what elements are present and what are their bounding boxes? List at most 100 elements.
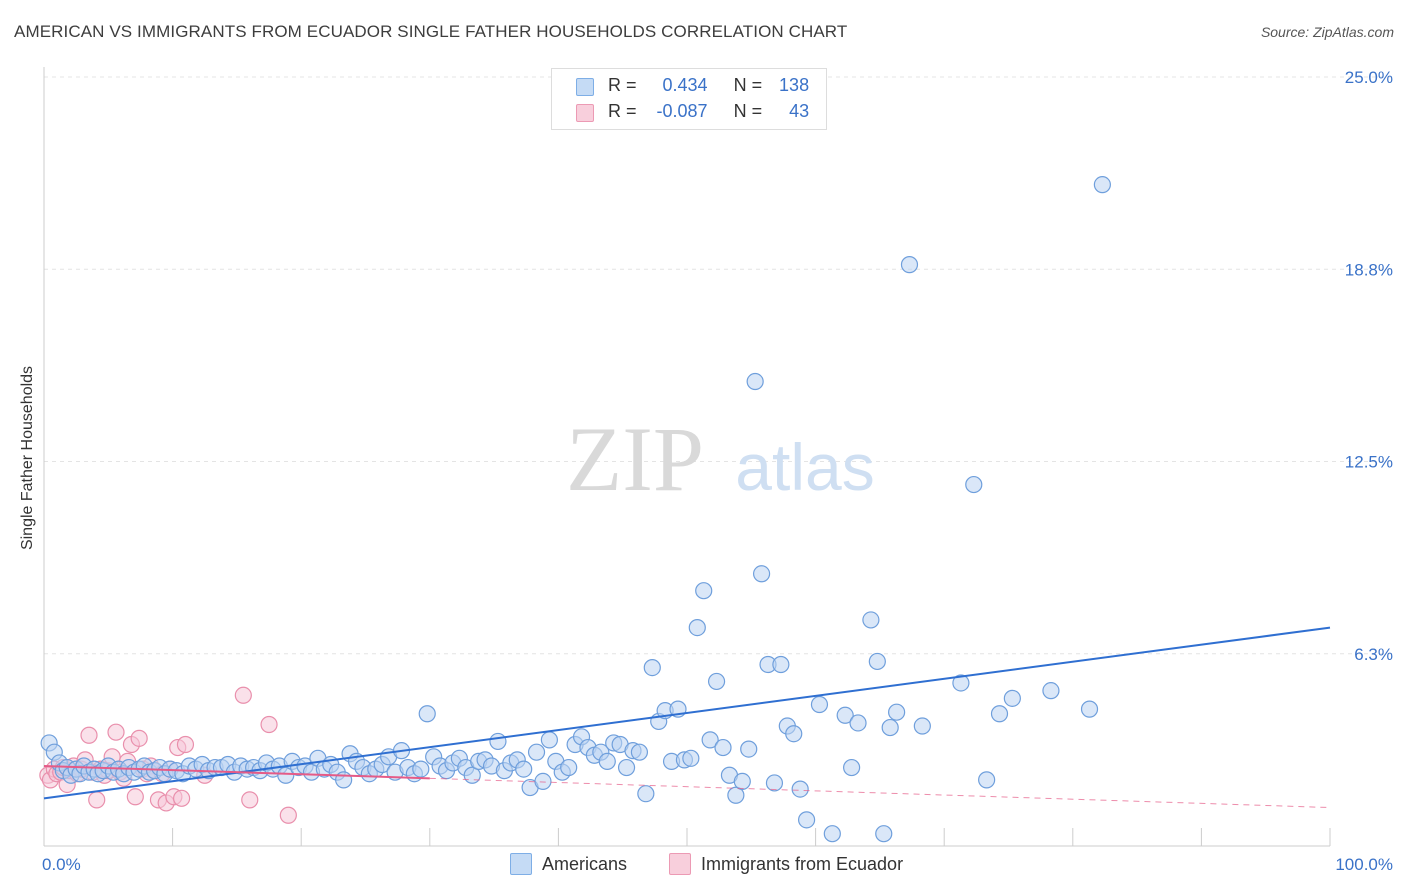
ecuador-trend-line: [43, 765, 430, 780]
american-point: [682, 749, 700, 767]
american-point: [952, 674, 970, 692]
american-point: [1093, 176, 1111, 194]
american-point: [637, 785, 655, 803]
legend-swatch-ecuador: [576, 104, 594, 122]
american-point: [560, 758, 578, 777]
american-point: [1080, 700, 1099, 718]
american-point: [277, 766, 295, 784]
american-point: [978, 771, 996, 789]
x-tick-label: 0.0%: [42, 855, 81, 874]
american-point: [412, 760, 430, 778]
ecuador-point: [107, 723, 125, 741]
american-point: [598, 752, 616, 771]
tick-labels: 6.3% 12.5% 18.8% 25.0% 0.0% 100.0%: [42, 68, 1393, 874]
american-point: [630, 743, 649, 761]
american-point: [707, 672, 726, 691]
legend-n-value: 138: [779, 75, 810, 95]
american-point: [823, 825, 841, 843]
american-point: [785, 725, 803, 743]
y-tick-label: 18.8%: [1345, 260, 1393, 279]
ecuador-point: [234, 686, 252, 704]
american-point: [746, 372, 764, 391]
american-point: [695, 582, 713, 600]
y-tick-label: 6.3%: [1354, 645, 1393, 664]
trend-lines: [43, 626, 1331, 809]
legend-item-americans[interactable]: Americans: [510, 851, 627, 877]
american-point: [515, 760, 533, 778]
legend-swatch-americans: [576, 78, 594, 96]
american-point: [797, 811, 816, 829]
american-point: [527, 743, 546, 761]
ecuador-trend-extension: [429, 777, 1331, 809]
x-tick-label: 100.0%: [1335, 855, 1393, 874]
y-tick-label: 12.5%: [1345, 453, 1393, 472]
legend-label-americans: Americans: [542, 853, 628, 874]
legend-swatch-americans: [510, 853, 532, 875]
american-point: [740, 740, 758, 758]
legend-r-value: 0.434: [662, 75, 708, 95]
ecuador-point: [279, 806, 297, 824]
american-point: [617, 758, 636, 777]
axes: [43, 67, 1331, 847]
legend-item-ecuador[interactable]: Immigrants from Ecuador: [669, 851, 903, 877]
ecuador-point: [173, 789, 191, 807]
ecuador-point: [241, 791, 259, 809]
legend-label-ecuador: Immigrants from Ecuador: [701, 853, 904, 874]
american-point: [843, 758, 861, 777]
american-point: [335, 771, 353, 789]
american-points: [40, 176, 1111, 843]
american-point: [881, 718, 899, 737]
watermark-atlas: atlas: [735, 430, 874, 504]
american-point: [489, 732, 507, 751]
american-point: [868, 652, 886, 671]
american-point: [913, 717, 931, 735]
american-point: [727, 786, 745, 804]
grid-lines: [44, 76, 1394, 655]
american-point: [990, 705, 1009, 723]
american-point: [900, 256, 919, 274]
source-label[interactable]: Source: ZipAtlas.com: [1260, 24, 1394, 40]
american-point: [791, 780, 809, 798]
ecuador-point: [176, 735, 195, 754]
ecuador-point: [130, 729, 148, 747]
watermark: ZIP atlas: [566, 408, 875, 510]
american-point: [534, 772, 552, 791]
american-point: [714, 738, 732, 757]
american-point: [862, 611, 880, 629]
legend-r-value: -0.087: [656, 101, 708, 121]
y-tick-label: 25.0%: [1345, 68, 1393, 87]
ecuador-point: [80, 726, 98, 744]
ecuador-points: [39, 686, 297, 824]
legend-n-value: 43: [789, 101, 810, 121]
chart-title: AMERICAN VS IMMIGRANTS FROM ECUADOR SING…: [14, 22, 848, 41]
legend-n-label: N =: [733, 75, 763, 95]
ecuador-point: [88, 791, 106, 809]
american-point: [752, 565, 771, 583]
american-point: [688, 619, 706, 637]
american-point: [733, 772, 751, 791]
y-axis-label: Single Father Households: [19, 365, 36, 551]
legend-swatch-ecuador: [669, 853, 691, 875]
american-point: [540, 731, 558, 749]
american-point: [701, 731, 719, 749]
american-point: [418, 705, 436, 723]
watermark-zip: ZIP: [566, 408, 704, 510]
ecuador-point: [126, 788, 144, 806]
americans-trend-line: [43, 626, 1331, 800]
legend-r-label: R =: [608, 75, 637, 95]
american-point: [836, 706, 854, 724]
american-point: [810, 695, 829, 714]
correlation-legend: R = 0.434 N = 138 R = -0.087 N = 43: [551, 68, 827, 130]
american-point: [965, 475, 983, 494]
legend-r-label: R =: [608, 101, 637, 121]
american-point: [888, 703, 906, 721]
american-point: [772, 655, 790, 674]
american-point: [1042, 682, 1060, 700]
ecuador-point: [260, 715, 278, 734]
american-point: [849, 714, 867, 732]
legend-n-label: N =: [733, 101, 763, 121]
american-point: [1003, 689, 1021, 707]
american-point: [875, 825, 893, 843]
american-point: [765, 774, 784, 792]
